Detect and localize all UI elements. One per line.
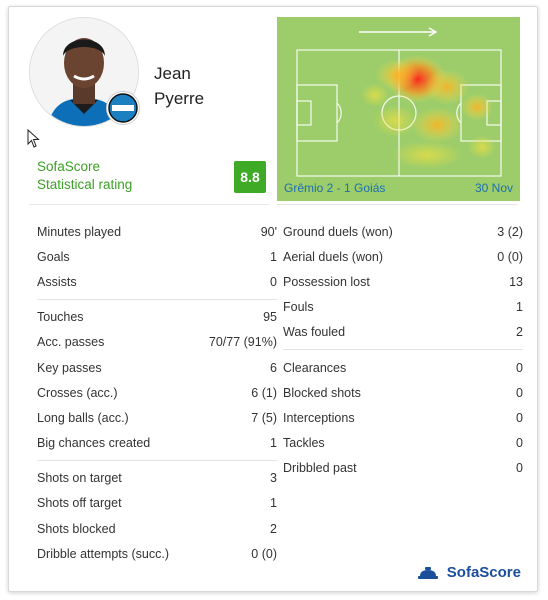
stat-value: 6 (1) [251, 385, 277, 400]
stat-row: Ground duels (won) 3 (2) [283, 219, 523, 244]
stat-label: Dribbled past [283, 461, 357, 476]
stat-value: 13 [509, 274, 523, 289]
stat-label: Dribble attempts (succ.) [37, 546, 169, 561]
stats-group: Clearances 0 Blocked shots 0 Interceptions… [283, 355, 523, 485]
stat-label: Blocked shots [283, 385, 361, 400]
stats-group: Ground duels (won) 3 (2) Aerial duels (wo… [283, 219, 523, 350]
stat-label: Acc. passes [37, 335, 105, 350]
stat-value: 0 [270, 274, 277, 289]
stat-value: 0 [516, 360, 523, 375]
stat-row: Long balls (acc.) 7 (5) [37, 405, 277, 430]
sofascore-logo-icon [417, 566, 438, 579]
stat-value: 3 [270, 471, 277, 486]
stats-group: Minutes played 90' Goals 1 Assists 0 [37, 219, 277, 300]
stats-column-left: Minutes played 90' Goals 1 Assists 0 Touche… [37, 219, 277, 575]
stat-row: Clearances 0 [283, 355, 523, 380]
stat-value: 1 [270, 496, 277, 511]
stat-value: 1 [270, 436, 277, 451]
stat-value: 0 [516, 385, 523, 400]
stat-label: Key passes [37, 360, 102, 375]
stat-label: Clearances [283, 360, 347, 375]
rating-label-line2: Statistical rating [37, 177, 133, 192]
team-crest-icon [106, 91, 140, 125]
stat-value: 0 [516, 410, 523, 425]
divider [29, 204, 269, 205]
stat-value: 70/77 (91%) [208, 335, 277, 350]
player-stats-card: Jean Pyerre SofaScore Statistical rating… [8, 6, 538, 592]
stats-group: Shots on target 3 Shots off target 1 Shots… [37, 466, 277, 571]
stat-row: Big chances created 1 [37, 431, 277, 456]
stat-value: 0 [516, 436, 523, 451]
stat-value: 0 (0) [497, 249, 523, 264]
stat-row: Acc. passes 70/77 (91%) [37, 330, 277, 355]
brand-name: SofaScore [446, 564, 521, 581]
stat-label: Shots on target [37, 471, 122, 486]
stat-label: Assists [37, 274, 77, 289]
stat-row: Key passes 6 [37, 355, 277, 380]
stat-row: Dribbled past 0 [283, 456, 523, 481]
rating-label: SofaScore Statistical rating [37, 158, 132, 194]
stat-row: Assists 0 [37, 269, 277, 294]
stat-label: Fouls [283, 300, 314, 315]
stat-label: Minutes played [37, 224, 122, 239]
stat-label: Aerial duels (won) [283, 249, 384, 264]
stat-value: 90' [260, 224, 277, 239]
sofascore-brand[interactable]: SofaScore [417, 564, 521, 581]
stat-label: Shots blocked [37, 521, 116, 536]
stat-label: Possession lost [283, 274, 370, 289]
stat-row: Blocked shots 0 [283, 380, 523, 405]
stat-label: Ground duels (won) [283, 224, 393, 239]
stat-row: Shots off target 1 [37, 491, 277, 516]
stat-label: Goals [37, 249, 70, 264]
stat-row: Minutes played 90' [37, 219, 277, 244]
stat-row: Dribble attempts (succ.) 0 (0) [37, 541, 277, 566]
stat-label: Was fouled [283, 325, 346, 340]
stats-group: Touches 95 Acc. passes 70/77 (91%) Key pas… [37, 305, 277, 461]
divider [277, 204, 517, 205]
stat-row: Touches 95 [37, 305, 277, 330]
mouse-cursor-icon [27, 129, 40, 148]
stat-label: Touches [37, 310, 84, 325]
stat-label: Long balls (acc.) [37, 410, 129, 425]
stat-value: 2 [270, 521, 277, 536]
rating-badge: 8.8 [234, 161, 266, 193]
stat-row: Possession lost 13 [283, 269, 523, 294]
stat-row: Goals 1 [37, 244, 277, 269]
stat-value: 95 [263, 310, 277, 325]
match-link[interactable]: Grêmio 2 - 1 Goiás [284, 181, 386, 195]
player-name: Jean Pyerre [154, 61, 264, 111]
stat-row: Shots on target 3 [37, 466, 277, 491]
stat-value: 7 (5) [251, 410, 277, 425]
stat-value: 0 (0) [251, 546, 277, 561]
stat-row: Crosses (acc.) 6 (1) [37, 380, 277, 405]
stat-label: Big chances created [37, 436, 151, 451]
stat-value: 2 [516, 325, 523, 340]
stat-row: Shots blocked 2 [37, 516, 277, 541]
player-photo [29, 17, 139, 127]
stat-row: Fouls 1 [283, 295, 523, 320]
stat-label: Crosses (acc.) [37, 385, 118, 400]
stat-label: Shots off target [37, 496, 122, 511]
stat-value: 1 [516, 300, 523, 315]
player-first-name: Jean [154, 64, 191, 83]
stat-label: Interceptions [283, 410, 355, 425]
stat-row: Aerial duels (won) 0 (0) [283, 244, 523, 269]
stat-row: Interceptions 0 [283, 405, 523, 430]
stat-value: 1 [270, 249, 277, 264]
stat-value: 0 [516, 461, 523, 476]
player-last-name: Pyerre [154, 89, 205, 108]
heatmap[interactable] [277, 17, 520, 201]
match-date: 30 Nov [474, 181, 513, 195]
stat-value: 3 (2) [497, 224, 523, 239]
rating-label-line1: SofaScore [37, 159, 101, 174]
stat-label: Tackles [283, 436, 325, 451]
stat-value: 6 [270, 360, 277, 375]
stat-row: Was fouled 2 [283, 320, 523, 345]
stat-row: Tackles 0 [283, 431, 523, 456]
stats-column-right: Ground duels (won) 3 (2) Aerial duels (wo… [283, 219, 523, 490]
attack-direction-arrow-icon [359, 27, 438, 37]
